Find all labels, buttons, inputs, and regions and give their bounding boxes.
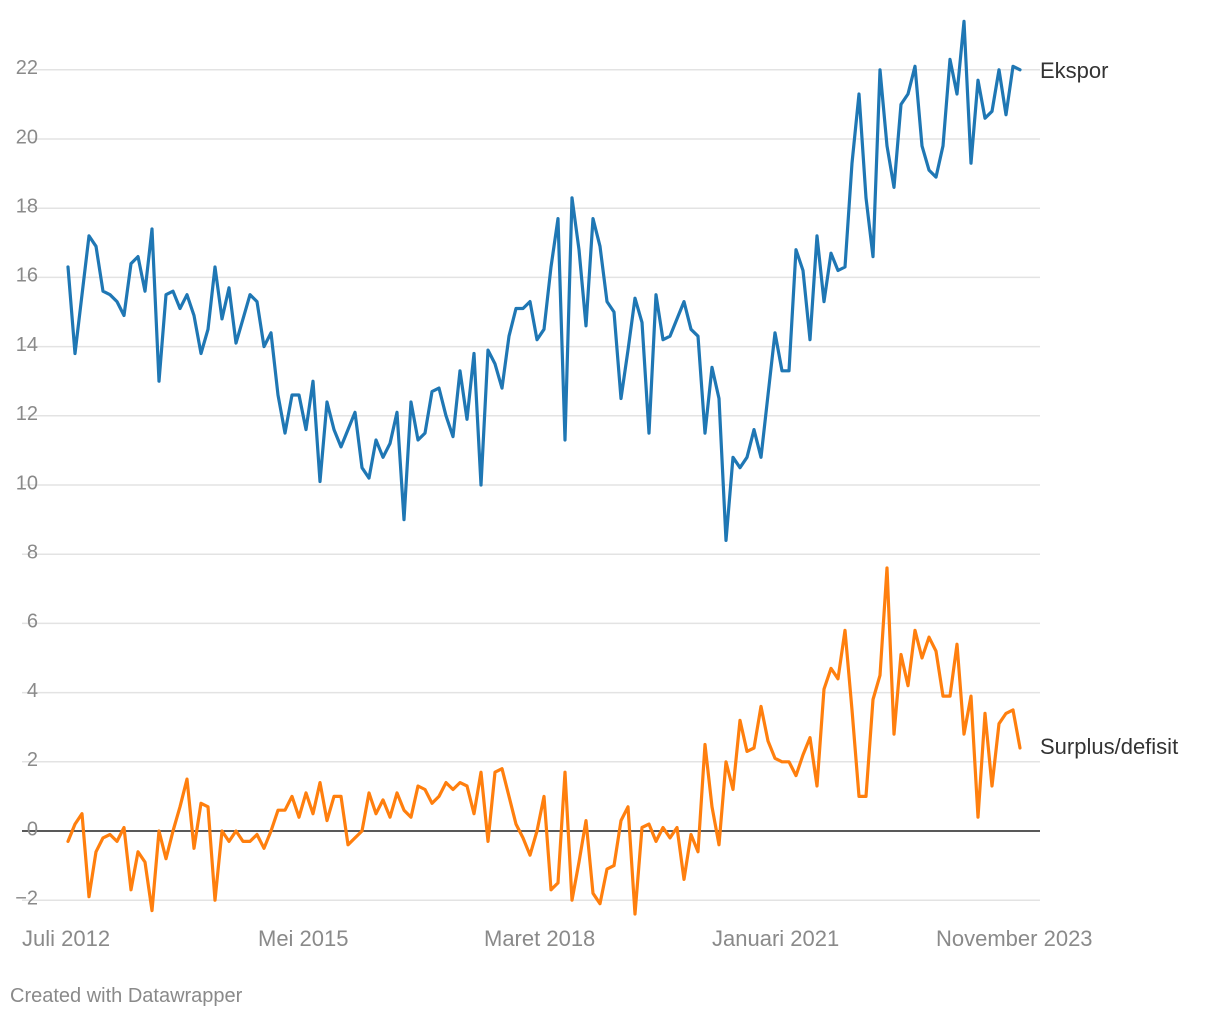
y-tick-label: 16 xyxy=(16,265,38,287)
series-label-surplus-defisit: Surplus/defisit xyxy=(1040,734,1178,759)
x-tick-label: Maret 2018 xyxy=(484,926,595,951)
y-tick-label: 0 xyxy=(27,818,38,840)
x-axis-ticks: Juli 2012 Mei 2015 Maret 2018 Januari 2021 N… xyxy=(22,926,1093,951)
x-tick-label: November 2023 xyxy=(936,926,1093,951)
y-tick-label: 18 xyxy=(16,195,38,217)
y-tick-label: 8 xyxy=(27,541,38,563)
x-tick-label: Juli 2012 xyxy=(22,926,110,951)
x-tick-label: Mei 2015 xyxy=(258,926,349,951)
y-tick-label: 12 xyxy=(16,403,38,425)
series-labels: Ekspor Surplus/defisit xyxy=(1040,58,1178,759)
y-tick-label: 20 xyxy=(16,126,38,148)
y-tick-label: 22 xyxy=(16,57,38,79)
series-lines xyxy=(66,19,1022,916)
footer-credit: Created with Datawrapper xyxy=(10,985,243,1007)
gridlines xyxy=(22,69,1040,901)
y-tick-label: 6 xyxy=(27,611,38,633)
x-tick-label: Januari 2021 xyxy=(712,926,839,951)
line-chart: −2 0 2 4 6 8 10 12 14 16 18 20 22 Juli 2012 Mei 2015 M… xyxy=(15,19,1178,951)
series-line-ekspor xyxy=(66,19,1022,543)
series-label-ekspor: Ekspor xyxy=(1040,58,1108,83)
series-line-surplus-defisit xyxy=(66,566,1022,916)
y-tick-label: 2 xyxy=(27,749,38,771)
y-tick-label: 4 xyxy=(27,680,38,702)
y-tick-label: 10 xyxy=(16,472,38,494)
y-axis-ticks: −2 0 2 4 6 8 10 12 14 16 18 20 22 xyxy=(15,57,38,909)
y-tick-label: 14 xyxy=(16,334,38,356)
y-tick-label: −2 xyxy=(15,887,38,909)
